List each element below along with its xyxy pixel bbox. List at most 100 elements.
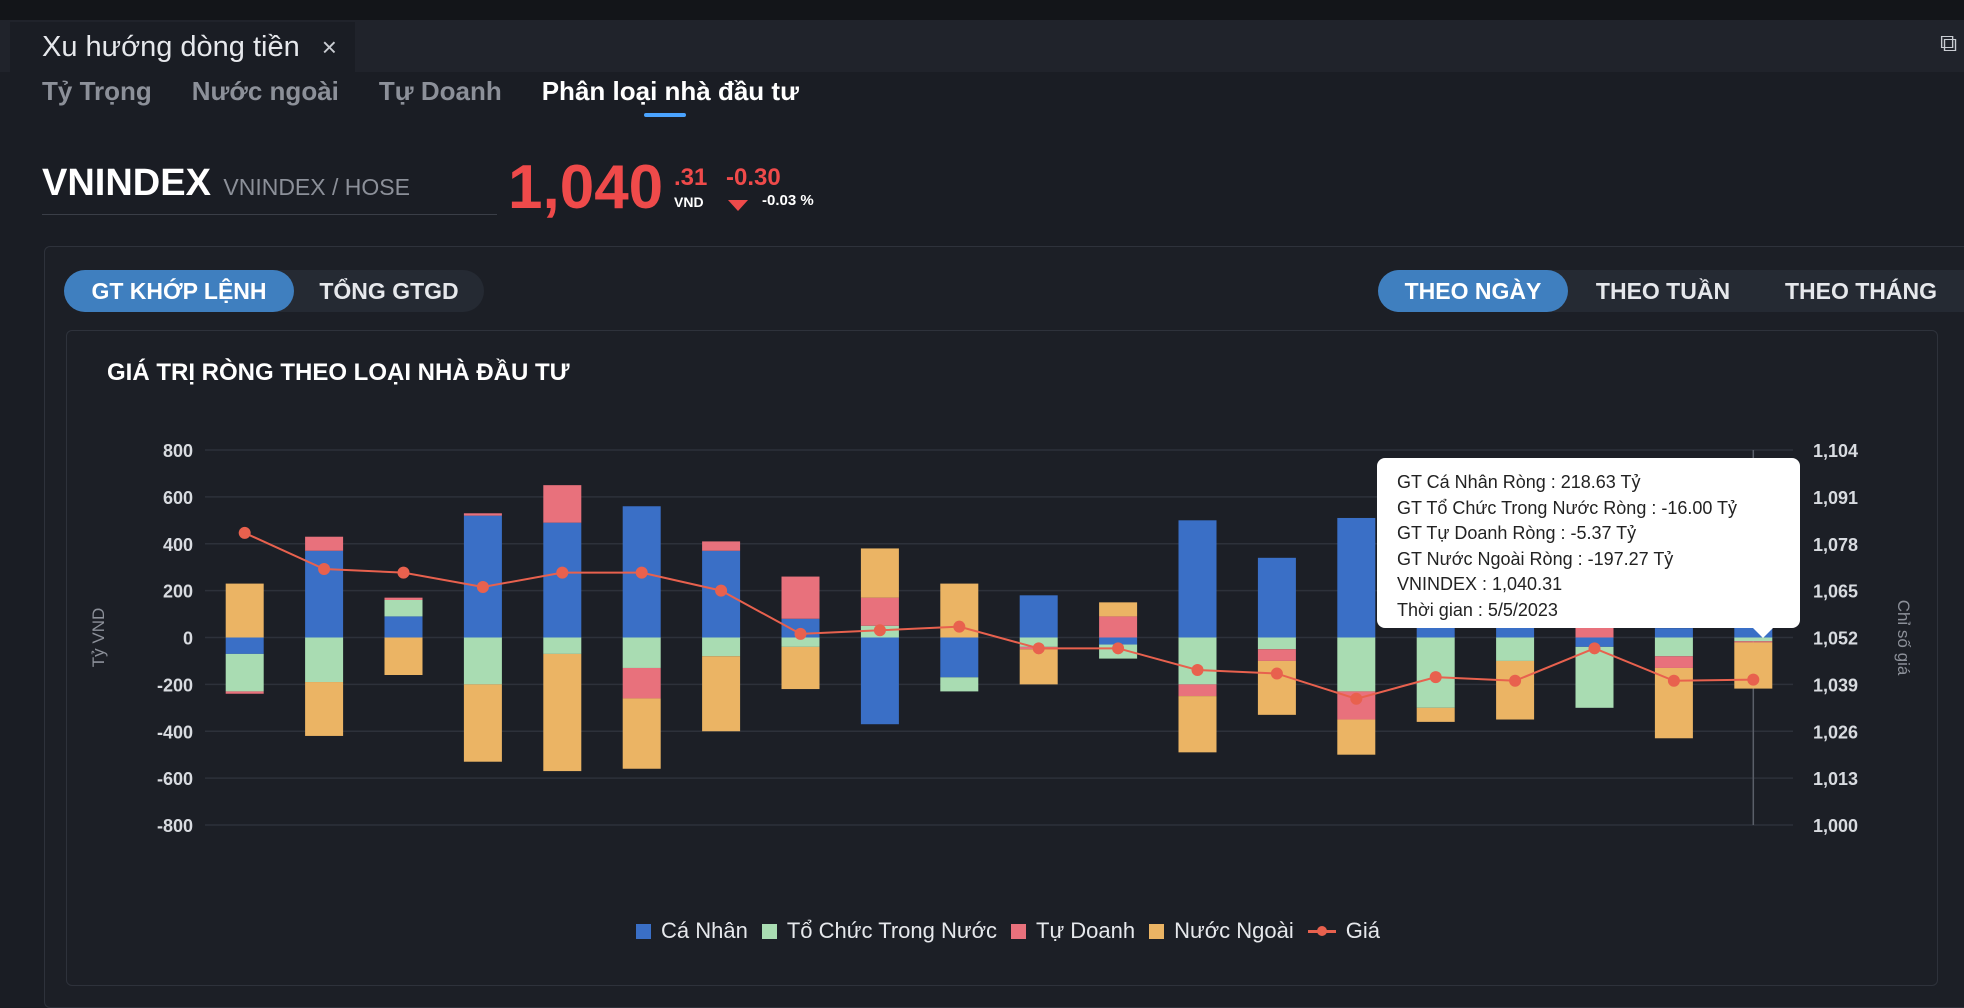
chart-title: GIÁ TRỊ RÒNG THEO LOẠI NHÀ ĐẦU TƯ <box>107 359 570 386</box>
bar-to-chuc <box>1337 637 1376 692</box>
period-toggle: THEO NGÀY THEO TUẦN THEO THÁNG <box>1378 270 1964 312</box>
bar-nuoc-ngoai <box>1178 696 1217 753</box>
y2-tick-label: 1,000 <box>1813 816 1858 836</box>
tong-gtgd-button[interactable]: TỔNG GTGD <box>319 277 459 304</box>
tab-ty-trong[interactable]: Tỷ Trọng <box>42 76 152 106</box>
legend-gia[interactable]: Giá <box>1307 918 1381 944</box>
bar-ca-nhan <box>1178 520 1217 638</box>
bar-to-chuc <box>622 637 661 668</box>
ticker-exchange: VNINDEX / HOSE <box>223 174 410 200</box>
legend-ca-nhan[interactable]: Cá Nhân <box>636 918 748 944</box>
close-icon[interactable]: × <box>321 31 337 62</box>
bar-ca-nhan <box>1099 637 1138 645</box>
tab-phan-loai-nha-dau-tu[interactable]: Phân loại nhà đầu tư <box>542 76 799 117</box>
bar-ca-nhan <box>1337 517 1376 638</box>
expand-icon[interactable]: ⧉ <box>1940 30 1958 57</box>
bar-nuoc-ngoai <box>1496 660 1535 720</box>
price-point <box>238 526 251 539</box>
y-tick-label: -800 <box>157 816 193 836</box>
bar-to-chuc <box>1257 637 1296 650</box>
price-point <box>1509 674 1522 687</box>
app-top-bar <box>0 0 1964 20</box>
gt-khop-lenh-button[interactable]: GT KHỚP LỆNH <box>64 270 294 312</box>
bar-to-chuc <box>1654 637 1693 657</box>
bar-to-chuc <box>1734 637 1773 642</box>
subtab-bar: Tỷ Trọng Nước ngoài Tự Doanh Phân loại n… <box>42 76 839 117</box>
bar-to-chuc <box>384 600 423 617</box>
bar-tu-doanh <box>1178 684 1217 697</box>
legend-to-chuc[interactable]: Tổ Chức Trong Nước <box>761 918 998 944</box>
tooltip-to-chuc: GT Tổ Chức Trong Nước Ròng : -16.00 Tỷ <box>1397 497 1738 518</box>
price-integer: 1,040 <box>508 153 664 222</box>
bar-tu-doanh <box>1654 656 1693 668</box>
tooltip-ca-nhan: GT Cá Nhân Ròng : 218.63 Tỷ <box>1397 472 1641 492</box>
price-point <box>476 581 489 594</box>
y-tick-label: 0 <box>183 629 193 649</box>
y-tick-label: -400 <box>157 722 193 742</box>
tooltip-tu-doanh: GT Tự Doanh Ròng : -5.37 Tỷ <box>1397 523 1637 544</box>
price-point <box>1350 692 1363 705</box>
bar-tu-doanh <box>860 597 899 626</box>
bar-nuoc-ngoai <box>384 637 423 675</box>
price-percent: -0.03 % <box>762 192 814 209</box>
bar-to-chuc <box>1496 637 1535 661</box>
bar-nuoc-ngoai <box>860 548 899 598</box>
legend-swatch-gia <box>1307 925 1336 936</box>
theo-tuan-button[interactable]: THEO TUẦN <box>1595 277 1731 304</box>
down-triangle-icon <box>728 200 748 211</box>
tooltip-time: Thời gian : 5/5/2023 <box>1397 599 1558 620</box>
y2-tick-label: 1,104 <box>1813 441 1858 461</box>
price-point <box>1112 642 1125 655</box>
tooltip-vnindex: VNINDEX : 1,040.31 <box>1397 574 1563 595</box>
theo-thang-button[interactable]: THEO THÁNG <box>1784 277 1938 304</box>
bar-to-chuc <box>781 637 820 647</box>
tab-nuoc-ngoai[interactable]: Nước ngoài <box>191 76 339 106</box>
value-toggle: GT KHỚP LỆNH TỔNG GTGD <box>64 270 484 312</box>
y-tick-label: -200 <box>157 675 193 695</box>
tab-tu-doanh[interactable]: Tự Doanh <box>378 76 502 106</box>
bar-to-chuc <box>1575 646 1614 708</box>
legend-label-ca-nhan: Cá Nhân <box>661 918 748 943</box>
price-point <box>1191 663 1204 676</box>
bar-tu-doanh <box>622 667 661 699</box>
tooltip-nuoc-ngoai: GT Nước Ngoài Ròng : -197.27 Tỷ <box>1397 548 1674 569</box>
bar-tu-doanh <box>543 485 582 523</box>
bar-ca-nhan <box>860 637 899 725</box>
price-point <box>1032 642 1045 655</box>
price-point <box>556 566 569 579</box>
bar-tu-doanh <box>781 576 820 619</box>
y2-axis-label: Chỉ số giá <box>1894 600 1913 676</box>
price-point <box>397 566 410 579</box>
bar-to-chuc <box>225 653 264 692</box>
y2-tick-label: 1,013 <box>1813 769 1858 789</box>
bar-to-chuc <box>1178 637 1217 685</box>
bar-tu-doanh <box>305 536 344 551</box>
bar-tu-doanh <box>463 513 502 516</box>
legend-label-to-chuc: Tổ Chức Trong Nước <box>786 918 998 943</box>
price-point <box>953 620 966 633</box>
y-tick-label: 600 <box>163 488 193 508</box>
legend-nuoc-ngoai[interactable]: Nước Ngoài <box>1149 918 1294 944</box>
y-axis-label: Tỷ VND <box>89 608 108 668</box>
panel-tab[interactable]: Xu hướng dòng tiền × <box>10 22 355 72</box>
legend-swatch-nuoc-ngoai <box>1149 923 1165 939</box>
price-point <box>1429 671 1442 684</box>
price-point <box>1588 642 1601 655</box>
legend-tu-doanh[interactable]: Tự Doanh <box>1011 918 1135 944</box>
bar-to-chuc <box>305 637 344 683</box>
bar-tu-doanh <box>1734 641 1773 643</box>
chart-tooltip: GT Cá Nhân Ròng : 218.63 Tỷ GT Tổ Chức T… <box>1377 458 1800 638</box>
price-point <box>318 562 331 575</box>
legend-label-tu-doanh: Tự Doanh <box>1036 918 1136 943</box>
bar-tu-doanh <box>1257 649 1296 661</box>
theo-ngay-button[interactable]: THEO NGÀY <box>1378 270 1568 312</box>
ticker-header: VNINDEX VNINDEX / HOSE <box>42 162 497 215</box>
price-change: -0.30 <box>726 164 781 191</box>
legend-label-gia: Giá <box>1345 918 1381 943</box>
bar-ca-nhan <box>384 616 423 638</box>
bar-nuoc-ngoai <box>702 656 741 732</box>
bar-ca-nhan <box>1575 637 1614 647</box>
bar-to-chuc <box>702 637 741 657</box>
chart-area: GIÁ TRỊ RÒNG THEO LOẠI NHÀ ĐẦU TƯ <box>66 330 1938 986</box>
